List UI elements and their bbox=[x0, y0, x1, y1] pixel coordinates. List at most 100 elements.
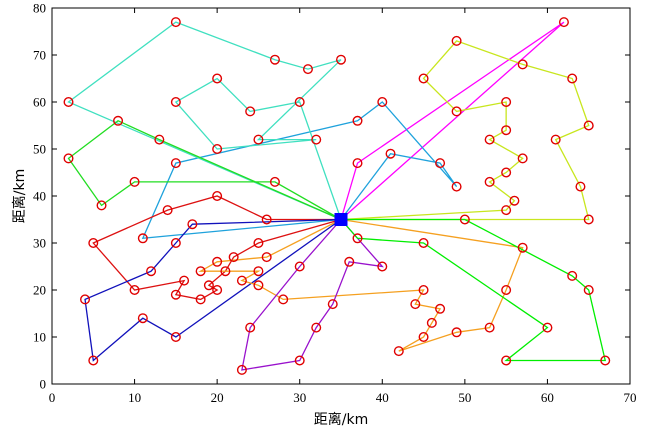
x-axis-label: 距离/km bbox=[314, 411, 368, 428]
customer-point bbox=[294, 261, 305, 272]
customer-point bbox=[377, 96, 388, 107]
customer-point bbox=[426, 317, 437, 328]
customer-point bbox=[253, 134, 264, 145]
customer-point bbox=[501, 167, 512, 178]
customer-point bbox=[129, 176, 140, 187]
route-line-4 bbox=[67, 21, 342, 221]
customer-point bbox=[236, 364, 247, 375]
x-tick-label: 20 bbox=[211, 390, 224, 405]
route-line-1 bbox=[340, 21, 565, 220]
customer-point bbox=[269, 176, 280, 187]
route-line-3 bbox=[141, 101, 458, 240]
customer-point bbox=[517, 59, 528, 70]
customer-point bbox=[261, 214, 272, 225]
customer-point bbox=[170, 237, 181, 248]
y-axis-label: 距离/km bbox=[11, 169, 28, 223]
customer-point bbox=[311, 134, 322, 145]
y-tick-label: 30 bbox=[33, 236, 46, 251]
customer-point bbox=[63, 96, 74, 107]
customer-point bbox=[170, 96, 181, 107]
customer-point bbox=[377, 261, 388, 272]
customer-point bbox=[170, 289, 181, 300]
customer-point bbox=[170, 17, 181, 28]
customer-point bbox=[435, 303, 446, 314]
customer-point bbox=[88, 237, 99, 248]
customer-point bbox=[336, 54, 347, 65]
customer-point bbox=[567, 73, 578, 84]
customer-point bbox=[418, 237, 429, 248]
x-tick-label: 50 bbox=[458, 390, 471, 405]
x-tick-label: 60 bbox=[541, 390, 554, 405]
customer-point bbox=[484, 176, 495, 187]
customer-point bbox=[137, 313, 148, 324]
customer-point bbox=[203, 280, 214, 291]
customer-point bbox=[435, 158, 446, 169]
ticks-layer: 0 10 20 30 40 50 60 70 0 10 20 30 40 50 60 70 80 bbox=[33, 1, 637, 406]
customer-point bbox=[179, 275, 190, 286]
customer-point bbox=[410, 299, 421, 310]
depot-marker bbox=[334, 213, 348, 226]
y-tick-label: 80 bbox=[33, 1, 46, 16]
customer-point bbox=[236, 275, 247, 286]
x-tick-label: 70 bbox=[624, 390, 637, 405]
customer-point bbox=[501, 205, 512, 216]
customer-point bbox=[212, 285, 223, 296]
customer-point bbox=[195, 294, 206, 305]
customer-point bbox=[418, 332, 429, 343]
customer-point bbox=[96, 200, 107, 211]
customer-point bbox=[253, 266, 264, 277]
route-line-7 bbox=[84, 218, 342, 362]
customer-point bbox=[261, 252, 272, 263]
customer-point bbox=[451, 181, 462, 192]
route-line-2 bbox=[340, 40, 590, 221]
customer-point bbox=[278, 294, 289, 305]
customer-point bbox=[451, 327, 462, 338]
route-line-9 bbox=[241, 219, 384, 371]
customer-point bbox=[550, 134, 561, 145]
customer-point bbox=[558, 17, 569, 28]
customer-point bbox=[352, 115, 363, 126]
customer-point bbox=[501, 355, 512, 366]
customer-point bbox=[451, 106, 462, 117]
customer-point bbox=[212, 73, 223, 84]
customer-point bbox=[294, 96, 305, 107]
customer-point bbox=[311, 322, 322, 333]
y-tick-label: 70 bbox=[33, 48, 46, 63]
customer-point bbox=[162, 205, 173, 216]
customer-point bbox=[212, 256, 223, 267]
customer-point bbox=[451, 35, 462, 46]
customer-point bbox=[575, 181, 586, 192]
customer-point bbox=[129, 285, 140, 296]
customer-point bbox=[253, 237, 264, 248]
y-tick-label: 10 bbox=[33, 330, 46, 345]
customer-point bbox=[583, 214, 594, 225]
route-line-6 bbox=[92, 195, 342, 301]
customer-point bbox=[517, 153, 528, 164]
customer-point bbox=[170, 332, 181, 343]
y-tick-label: 40 bbox=[33, 189, 46, 204]
customer-point bbox=[583, 120, 594, 131]
customer-point bbox=[195, 266, 206, 277]
customer-point bbox=[269, 54, 280, 65]
customer-point bbox=[459, 214, 470, 225]
x-tick-label: 30 bbox=[293, 390, 306, 405]
customer-point bbox=[88, 355, 99, 366]
y-tick-label: 20 bbox=[33, 283, 46, 298]
customer-point bbox=[245, 106, 256, 117]
customer-point bbox=[418, 285, 429, 296]
customer-point bbox=[63, 153, 74, 164]
customer-point bbox=[567, 270, 578, 281]
customer-point bbox=[220, 266, 231, 277]
customer-point bbox=[253, 280, 264, 291]
customer-point bbox=[501, 96, 512, 107]
customer-point bbox=[542, 322, 553, 333]
customer-point bbox=[352, 233, 363, 244]
customer-point bbox=[501, 125, 512, 136]
customer-point bbox=[302, 64, 313, 75]
customer-point bbox=[80, 294, 91, 305]
customer-point bbox=[509, 195, 520, 206]
x-tick-label: 10 bbox=[128, 390, 141, 405]
customer-point bbox=[113, 115, 124, 126]
customer-point bbox=[484, 134, 495, 145]
